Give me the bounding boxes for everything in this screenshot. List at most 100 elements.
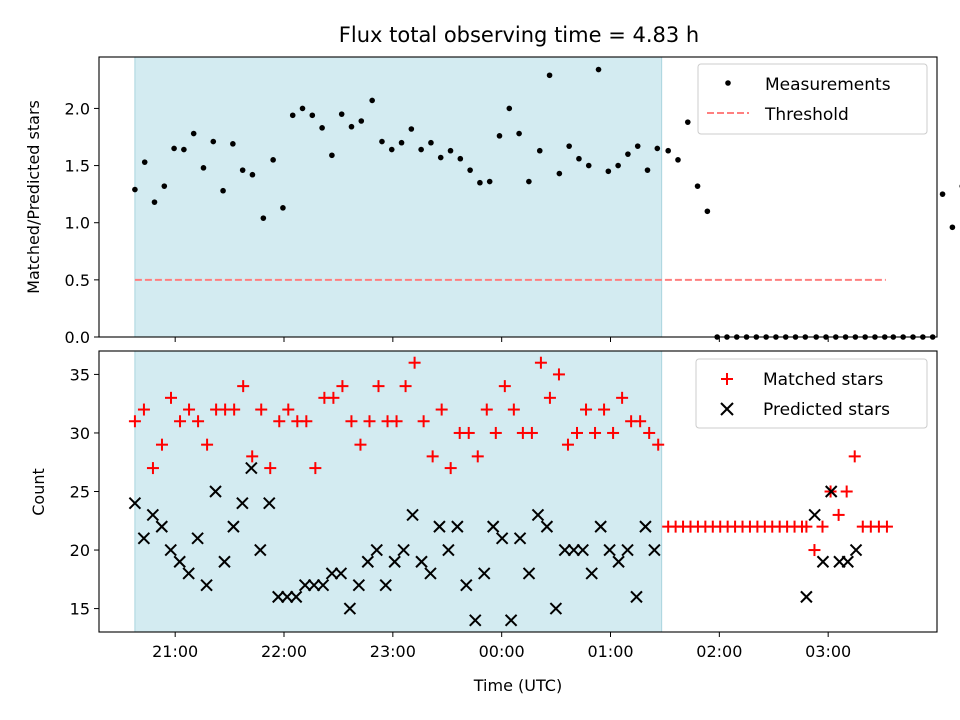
bottom-ticks: 15 20 25 30 35 21:00 22:00 23:00 00:00 01:00 02:00… <box>70 365 852 661</box>
predicted-stars-point <box>816 555 830 568</box>
predicted-stars-point <box>370 543 383 557</box>
matched-stars-point <box>354 438 367 451</box>
predicted-stars-point <box>316 578 330 592</box>
matched-stars-point <box>273 415 286 428</box>
predicted-stars-point <box>513 532 527 545</box>
bottom-predicted-layer <box>128 461 863 627</box>
top-legend: Measurements Threshold <box>697 63 928 135</box>
matched-stars-point <box>246 450 259 463</box>
x-tick-label: 02:00 <box>696 642 742 661</box>
measurement-point <box>675 157 681 163</box>
top-y-axis-label: Matched/Predicted stars <box>24 100 43 294</box>
measurement-point <box>467 167 473 173</box>
matched-stars-point <box>363 415 376 428</box>
predicted-stars-point <box>424 567 437 580</box>
matched-stars-point <box>444 462 457 475</box>
bottom-y-tick-label: 30 <box>70 424 90 443</box>
predicted-stars-point <box>307 578 321 592</box>
predicted-stars-point <box>639 520 652 533</box>
measurement-point <box>398 139 405 146</box>
measurement-point <box>289 112 296 119</box>
measurement-point <box>239 167 246 173</box>
predicted-stars-point <box>630 590 643 604</box>
matched-stars-point <box>264 462 277 475</box>
predicted-stars-point <box>612 555 625 568</box>
top-legend-box <box>697 63 928 135</box>
matched-stars-point <box>471 450 484 463</box>
matched-stars-point <box>643 426 656 439</box>
predicted-stars-point <box>540 520 554 533</box>
measurement-point <box>280 205 286 211</box>
predicted-stars-point <box>495 532 509 545</box>
matched-stars-point <box>489 426 502 439</box>
measurement-point <box>496 133 503 139</box>
matched-stars-point <box>399 380 412 393</box>
predicted-stars-point <box>808 508 821 522</box>
measurement-point <box>615 162 621 169</box>
x-tick-label: 03:00 <box>805 642 851 661</box>
measurement-point <box>949 224 956 231</box>
predicted-stars-point <box>263 497 276 510</box>
figure-title: Flux total observing time = 4.83 h <box>339 23 699 47</box>
top-y-tick-label: 2.0 <box>65 99 90 118</box>
top-axes-frame <box>98 56 938 338</box>
measurement-point <box>486 178 493 185</box>
measurement-point <box>939 191 946 197</box>
matched-stars-point <box>155 438 168 451</box>
measurement-point <box>546 72 553 79</box>
bottom-y-axis-label: Count <box>29 468 48 516</box>
predicted-stars-point <box>325 567 339 580</box>
predicted-stars-point <box>289 590 303 604</box>
measurement-point <box>566 143 572 149</box>
measurement-point <box>200 165 207 171</box>
measurement-point <box>556 170 563 177</box>
measurement-point <box>348 123 355 130</box>
measurement-point <box>319 125 325 131</box>
predicted-stars-point <box>486 520 500 533</box>
matched-stars-point <box>165 391 178 404</box>
top-ticks: 0.0 0.5 1.0 1.5 2.0 <box>65 99 829 347</box>
matched-stars-point <box>435 403 448 416</box>
measurement-point <box>634 143 641 149</box>
matched-stars-point <box>589 426 602 439</box>
predicted-stars-point <box>227 520 240 533</box>
measurement-point <box>704 208 711 215</box>
predicted-stars-point <box>558 543 572 557</box>
measurement-point <box>171 145 177 152</box>
predicted-stars-point <box>209 485 222 498</box>
x-tick-label: 22:00 <box>261 642 307 661</box>
x-tick-label: 01:00 <box>587 642 633 661</box>
matched-stars-point <box>336 380 349 393</box>
predicted-stars-point <box>567 543 581 557</box>
measurement-point <box>309 112 316 119</box>
predicted-stars-point <box>146 508 160 522</box>
legend-measurements-marker <box>725 80 731 86</box>
matched-stars-point <box>192 415 205 428</box>
measurement-point <box>694 183 701 189</box>
measurement-point <box>260 215 267 221</box>
bottom-panel: 15 20 25 30 35 21:00 22:00 23:00 00:00 01:00 02:00… <box>29 350 938 695</box>
measurement-point <box>230 141 236 147</box>
matched-stars-point <box>880 520 893 533</box>
matched-stars-point <box>507 403 520 416</box>
predicted-stars-point <box>433 520 446 533</box>
predicted-stars-point <box>137 532 151 545</box>
measurement-point <box>526 178 532 185</box>
matched-stars-point <box>390 415 403 428</box>
bottom-y-tick-label: 20 <box>70 541 90 560</box>
predicted-stars-point <box>298 578 312 592</box>
matched-stars-point <box>417 415 430 428</box>
predicted-stars-point <box>415 555 428 568</box>
matched-stars-point <box>652 438 665 451</box>
bottom-y-tick-label: 35 <box>70 365 90 384</box>
predicted-stars-point <box>361 555 374 568</box>
bottom-y-tick-label: 15 <box>70 600 90 619</box>
matched-stars-point <box>228 403 241 416</box>
measurement-point <box>299 105 306 112</box>
matched-stars-point <box>128 415 141 428</box>
matched-stars-point <box>255 403 268 416</box>
predicted-stars-point <box>334 567 348 580</box>
matched-stars-point <box>146 462 159 475</box>
predicted-stars-point <box>272 590 285 604</box>
